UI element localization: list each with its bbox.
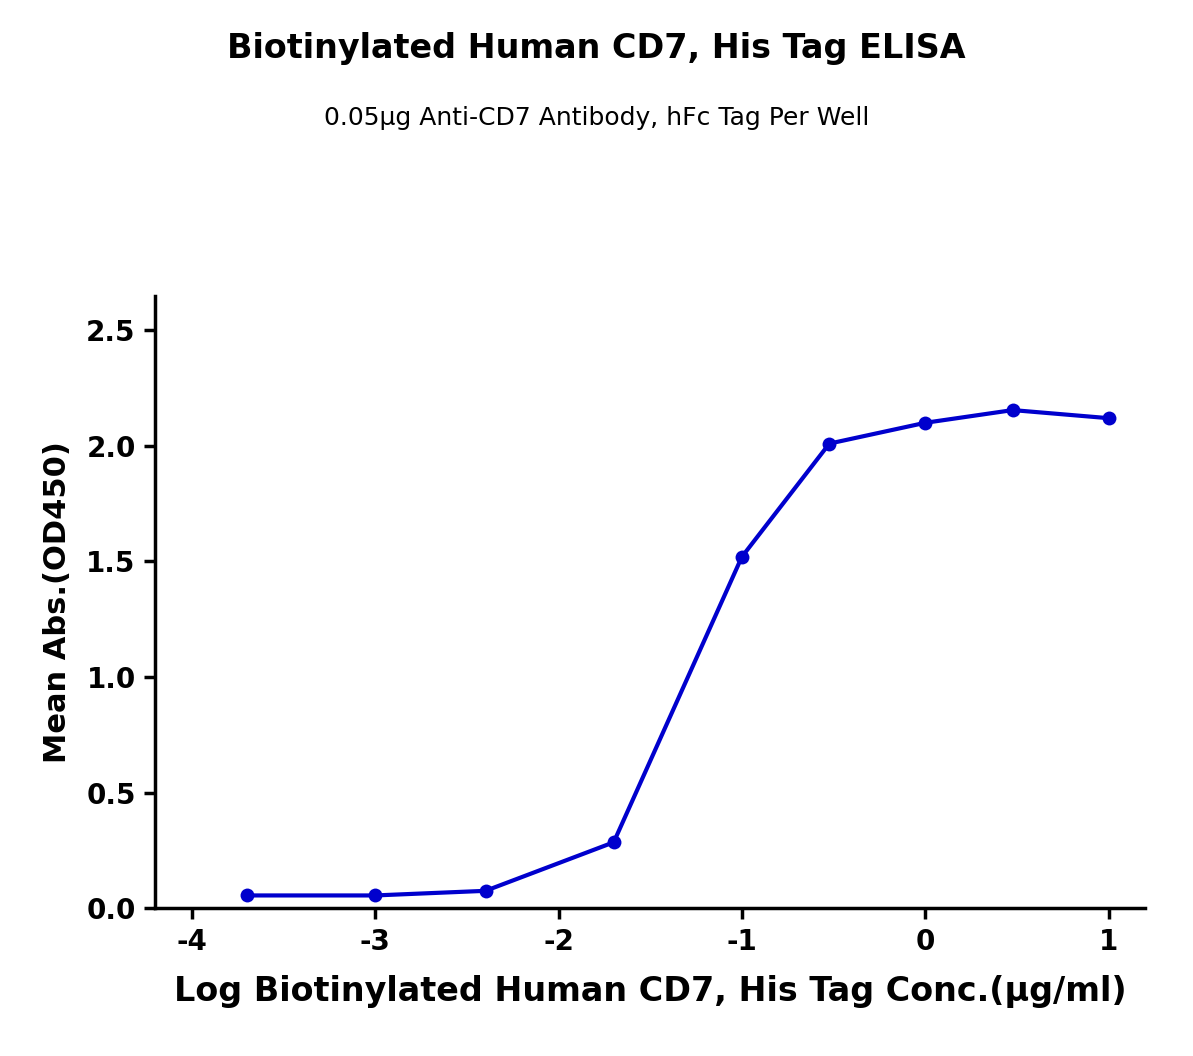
X-axis label: Log Biotinylated Human CD7, His Tag Conc.(μg/ml): Log Biotinylated Human CD7, His Tag Conc… [174, 975, 1126, 1008]
Y-axis label: Mean Abs.(OD450): Mean Abs.(OD450) [43, 441, 73, 762]
Text: 0.05μg Anti-CD7 Antibody, hFc Tag Per Well: 0.05μg Anti-CD7 Antibody, hFc Tag Per We… [323, 106, 870, 130]
Text: Biotinylated Human CD7, His Tag ELISA: Biotinylated Human CD7, His Tag ELISA [227, 32, 966, 64]
